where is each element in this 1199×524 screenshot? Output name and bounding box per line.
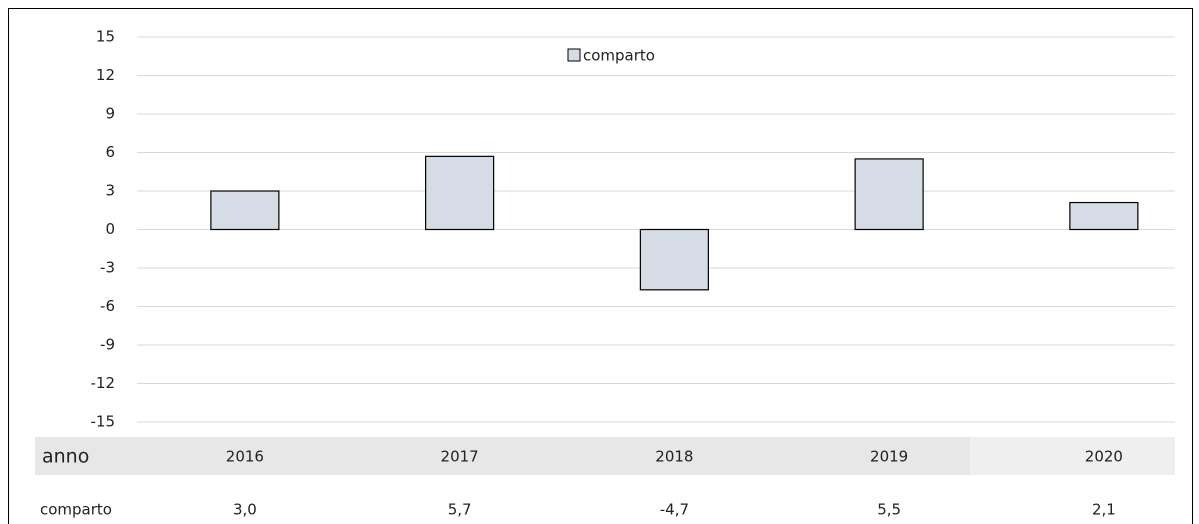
y-tick-label: 15 [96, 28, 115, 46]
y-tick-label: 9 [105, 105, 115, 123]
bar [210, 190, 280, 231]
value-label: 3,0 [233, 501, 257, 519]
y-tick-label: -12 [91, 374, 116, 392]
x-tick-label: 2019 [870, 448, 908, 466]
legend-label: comparto [583, 47, 655, 65]
value-label: 2,1 [1092, 501, 1116, 519]
x-tick-label: 2016 [226, 448, 264, 466]
table-row-label: anno [42, 446, 89, 468]
table-header-band [970, 437, 1175, 475]
x-tick-label: 2018 [655, 448, 693, 466]
y-tick-label: -6 [100, 297, 115, 315]
bar [425, 155, 495, 231]
bar [639, 228, 709, 291]
bar [1069, 201, 1139, 231]
y-tick-label: 0 [105, 220, 115, 238]
value-label: -4,7 [660, 501, 689, 519]
y-tick-label: 3 [105, 182, 115, 200]
y-tick-label: 6 [105, 143, 115, 161]
x-tick-label: 2020 [1085, 448, 1123, 466]
table-header-band [35, 437, 970, 475]
x-tick-label: 2017 [441, 448, 479, 466]
table-row-label: comparto [40, 501, 112, 519]
y-tick-label: -15 [91, 413, 116, 431]
legend-swatch [567, 48, 581, 62]
y-tick-label: -3 [100, 259, 115, 277]
y-tick-label: -9 [100, 336, 115, 354]
value-label: 5,5 [877, 501, 901, 519]
y-tick-label: 12 [96, 66, 115, 84]
chart-border [8, 8, 1193, 524]
bar [854, 158, 924, 231]
value-label: 5,7 [448, 501, 472, 519]
